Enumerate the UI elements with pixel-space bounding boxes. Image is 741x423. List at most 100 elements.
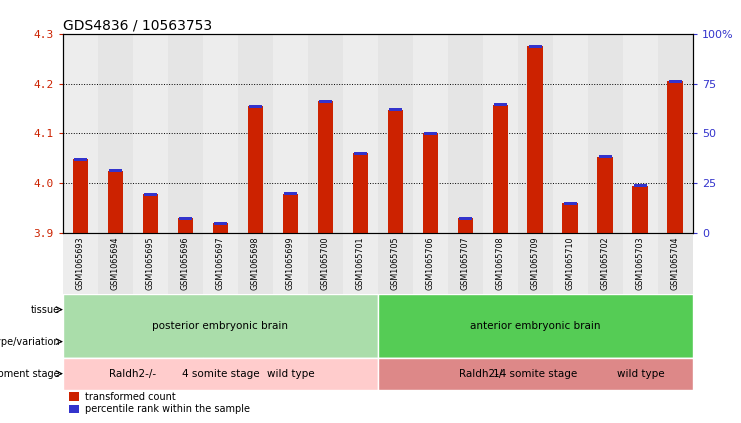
- Bar: [353, 154, 368, 233]
- Bar: [213, 222, 227, 225]
- Bar: [284, 192, 297, 195]
- Bar: [63, 357, 203, 390]
- Text: transformed count: transformed count: [85, 392, 176, 401]
- Bar: [133, 233, 168, 294]
- Text: GSM1065706: GSM1065706: [426, 236, 435, 290]
- Bar: [518, 34, 553, 233]
- Bar: [389, 108, 402, 111]
- Text: 4 somite stage: 4 somite stage: [182, 368, 259, 379]
- Bar: [553, 233, 588, 294]
- Bar: [63, 294, 378, 357]
- Bar: [343, 34, 378, 233]
- Bar: [378, 233, 413, 294]
- Bar: [564, 202, 577, 205]
- Bar: [378, 357, 588, 390]
- Bar: [168, 233, 203, 294]
- Bar: [308, 34, 343, 233]
- Bar: [142, 194, 159, 233]
- Text: anterior embryonic brain: anterior embryonic brain: [470, 321, 601, 331]
- Bar: [483, 34, 518, 233]
- Bar: [658, 233, 693, 294]
- Bar: [528, 46, 543, 233]
- Bar: [378, 357, 693, 390]
- Text: posterior embryonic brain: posterior embryonic brain: [153, 321, 288, 331]
- Bar: [343, 233, 378, 294]
- Bar: [107, 171, 123, 233]
- Text: 14 somite stage: 14 somite stage: [494, 368, 577, 379]
- Text: development stage: development stage: [0, 368, 60, 379]
- Bar: [179, 217, 192, 220]
- Bar: [109, 169, 122, 172]
- Bar: [238, 34, 273, 233]
- Bar: [203, 34, 238, 233]
- Text: tissue: tissue: [30, 305, 60, 315]
- Text: wild type: wild type: [617, 368, 664, 379]
- Bar: [634, 184, 647, 187]
- Bar: [588, 233, 623, 294]
- Bar: [562, 203, 578, 233]
- Bar: [247, 106, 263, 233]
- Text: GSM1065709: GSM1065709: [531, 236, 540, 290]
- Text: GSM1065705: GSM1065705: [391, 236, 400, 290]
- Bar: [459, 217, 472, 220]
- Bar: [378, 294, 693, 357]
- Text: GSM1065700: GSM1065700: [321, 236, 330, 290]
- Text: Raldh2-/-: Raldh2-/-: [110, 368, 156, 379]
- Text: GSM1065707: GSM1065707: [461, 236, 470, 290]
- Bar: [448, 34, 483, 233]
- Bar: [424, 132, 437, 135]
- Bar: [597, 157, 614, 233]
- Text: percentile rank within the sample: percentile rank within the sample: [85, 404, 250, 414]
- Bar: [319, 99, 332, 103]
- Bar: [413, 233, 448, 294]
- Bar: [494, 103, 507, 106]
- Bar: [483, 233, 518, 294]
- Bar: [178, 218, 193, 233]
- Bar: [668, 81, 683, 233]
- Bar: [133, 34, 168, 233]
- Bar: [70, 392, 79, 401]
- Text: GSM1065708: GSM1065708: [496, 236, 505, 290]
- Bar: [74, 158, 87, 161]
- Bar: [213, 223, 228, 233]
- Text: Raldh2-/-: Raldh2-/-: [459, 368, 506, 379]
- Bar: [168, 34, 203, 233]
- Text: GSM1065696: GSM1065696: [181, 236, 190, 290]
- Bar: [623, 34, 658, 233]
- Text: GSM1065704: GSM1065704: [671, 236, 679, 290]
- Bar: [633, 186, 648, 233]
- Bar: [63, 357, 378, 390]
- Bar: [73, 159, 88, 233]
- Text: GSM1065701: GSM1065701: [356, 236, 365, 290]
- Text: GSM1065694: GSM1065694: [111, 236, 120, 290]
- Bar: [528, 45, 542, 48]
- Text: GSM1065702: GSM1065702: [601, 236, 610, 290]
- Bar: [353, 152, 367, 155]
- Bar: [668, 80, 682, 82]
- Bar: [63, 233, 98, 294]
- Text: GSM1065693: GSM1065693: [76, 236, 85, 290]
- Text: wild type: wild type: [267, 368, 314, 379]
- Text: GDS4836 / 10563753: GDS4836 / 10563753: [63, 19, 212, 33]
- Bar: [588, 357, 693, 390]
- Bar: [318, 101, 333, 233]
- Text: GSM1065695: GSM1065695: [146, 236, 155, 290]
- Text: GSM1065710: GSM1065710: [566, 236, 575, 290]
- Text: GSM1065698: GSM1065698: [251, 236, 260, 290]
- Text: GSM1065697: GSM1065697: [216, 236, 225, 290]
- Bar: [658, 34, 693, 233]
- Text: GSM1065699: GSM1065699: [286, 236, 295, 290]
- Bar: [388, 110, 403, 233]
- Bar: [98, 34, 133, 233]
- Bar: [518, 233, 553, 294]
- Bar: [98, 233, 133, 294]
- Bar: [249, 104, 262, 107]
- Text: genotype/variation: genotype/variation: [0, 337, 60, 346]
- Bar: [623, 233, 658, 294]
- Bar: [308, 233, 343, 294]
- Bar: [238, 233, 273, 294]
- Bar: [273, 233, 308, 294]
- Bar: [413, 34, 448, 233]
- Bar: [282, 194, 299, 233]
- Bar: [203, 233, 238, 294]
